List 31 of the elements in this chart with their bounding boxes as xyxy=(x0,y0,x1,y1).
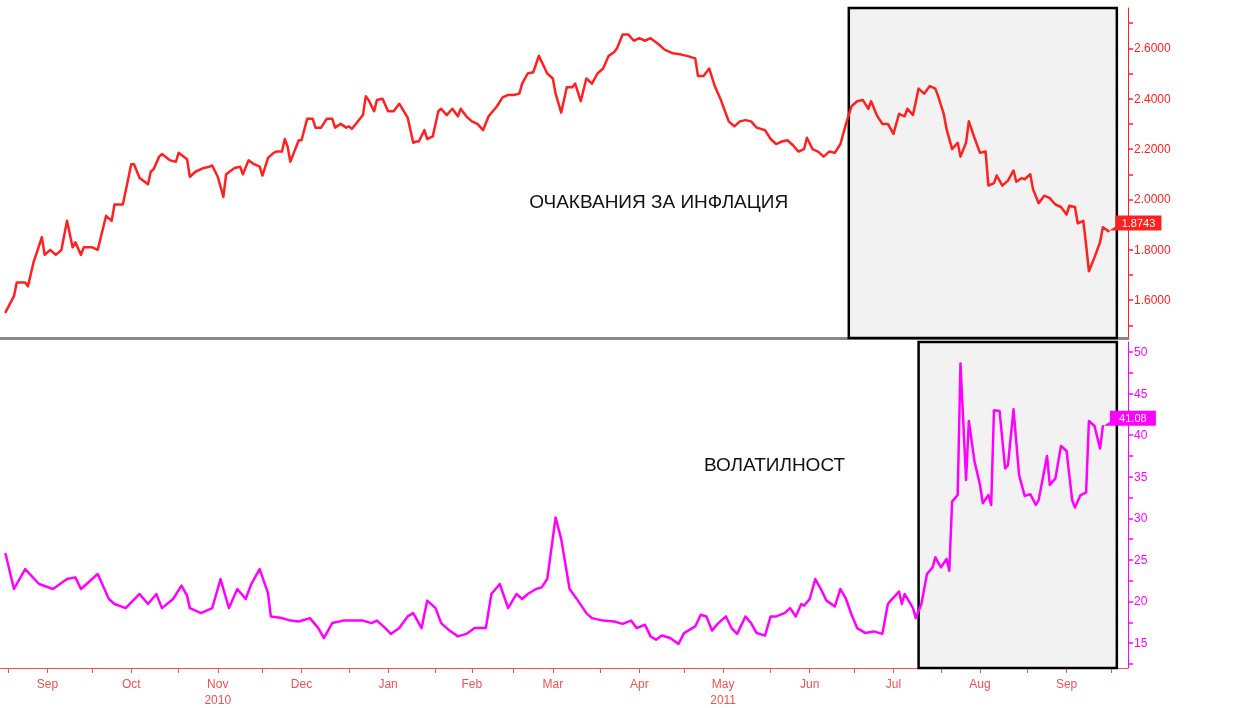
y-tick-label: 25 xyxy=(1134,552,1148,567)
y-tick-label: 50 xyxy=(1134,344,1148,359)
x-tick-label: Jan xyxy=(378,677,398,691)
x-tick-label: Aug xyxy=(969,677,991,691)
x-tick-label: Oct xyxy=(121,677,142,691)
y-tick-label: 1.8000 xyxy=(1134,242,1172,257)
x-tick-label: May 2011 xyxy=(710,677,737,707)
x-tick-label: Jul xyxy=(885,677,902,691)
x-tick-label: Mar xyxy=(542,677,564,691)
x-tick-label: Sep xyxy=(1055,677,1078,691)
x-tick-label: Dec xyxy=(290,677,313,691)
y-tick-label: 2.0000 xyxy=(1134,192,1172,207)
text: ОЧАКВАНИЯ ЗА ИНФЛАЦИЯ xyxy=(529,191,789,212)
x-tick-label: Jun xyxy=(800,677,820,691)
y-tick-label: 35 xyxy=(1134,469,1148,484)
x-tick-label: Feb xyxy=(461,677,483,691)
y-tick-label: 15 xyxy=(1134,636,1148,651)
y-tick-label: 20 xyxy=(1134,594,1148,609)
x-tick-label: Nov 2010 xyxy=(204,677,232,707)
x-tick-label: Apr xyxy=(630,677,649,691)
y-tick-label: 2.6000 xyxy=(1134,41,1172,56)
annotation: 1.8743 xyxy=(1121,217,1156,230)
y-tick-label: 2.4000 xyxy=(1134,91,1172,106)
annotation: 41.08 xyxy=(1119,412,1147,425)
x-tick-label: Sep xyxy=(36,677,59,691)
text: ВОЛАТИЛНОСТ xyxy=(703,454,846,476)
y-tick-label: 30 xyxy=(1134,511,1148,526)
y-tick-label: 40 xyxy=(1134,428,1148,443)
y-tick-label: 2.2000 xyxy=(1134,142,1172,157)
y-tick-label: 45 xyxy=(1134,386,1148,401)
y-tick-label: 1.6000 xyxy=(1134,293,1172,308)
